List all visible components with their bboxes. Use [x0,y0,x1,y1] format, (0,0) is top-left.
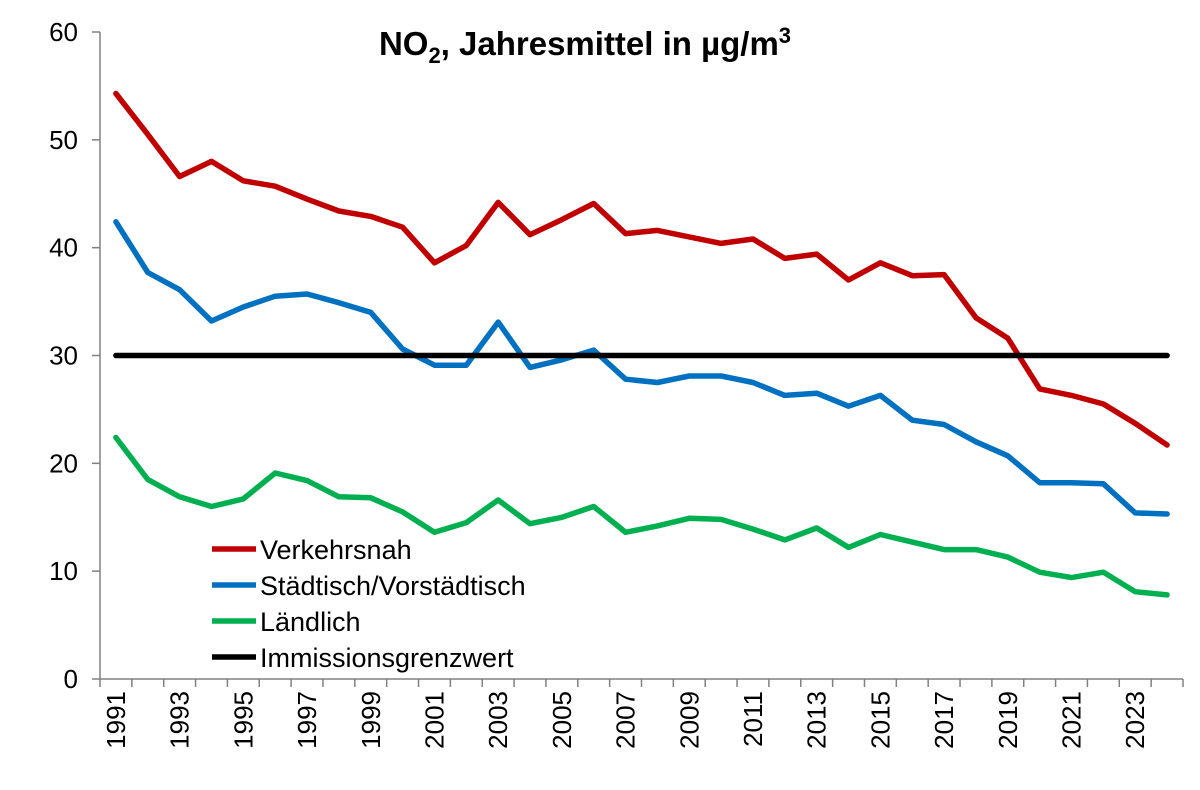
x-tick-label: 2009 [674,691,704,749]
x-tick-label: 1991 [101,691,131,749]
x-tick-label: 2013 [802,691,832,749]
x-tick-label: 2019 [993,691,1023,749]
x-tick-label: 2011 [738,691,768,747]
chart-title: NO2, Jahresmittel in µg/m3 [379,23,791,68]
x-tick-label: 1997 [292,691,322,749]
x-tick-label: 2015 [865,691,895,749]
y-tick-label: 10 [49,556,78,586]
y-tick-label: 30 [49,341,78,371]
x-tick-label: 2017 [929,691,959,749]
y-tick-label: 50 [49,125,78,155]
y-tick-label: 40 [49,233,78,263]
x-tick-label: 2005 [547,691,577,749]
series-lines [113,90,1170,598]
x-tick-label: 1999 [356,691,386,749]
x-tick-label: 2023 [1120,691,1150,749]
series-line-3 [113,434,1170,598]
axes: 0 10 20 30 40 50 60 1991 1993 1995 1997 1999 2001 200… [49,17,1184,749]
legend-label: Ländlich [260,607,361,637]
x-tick-label: 2003 [483,691,513,749]
y-tick-label: 20 [49,448,78,478]
legend-label: Städtisch/Vorstädtisch [260,571,526,601]
x-tick-label: 2001 [419,691,449,749]
x-tick-label: 2021 [1057,691,1087,749]
series-line-1 [113,90,1170,448]
y-tick-label: 60 [49,17,78,47]
legend: Verkehrsnah Städtisch/Vorstädtisch Ländlic… [212,535,526,673]
y-tick-label: 0 [64,664,78,694]
x-tick-label: 1995 [228,691,258,749]
series-line-2 [113,219,1170,517]
legend-label: Verkehrsnah [260,535,412,565]
chart-title-text: NO2, Jahresmittel in µg/m3 [379,23,791,68]
x-tick-label: 1993 [165,691,195,749]
legend-label: Immissionsgrenzwert [260,643,514,673]
x-tick-label: 2007 [611,691,641,749]
